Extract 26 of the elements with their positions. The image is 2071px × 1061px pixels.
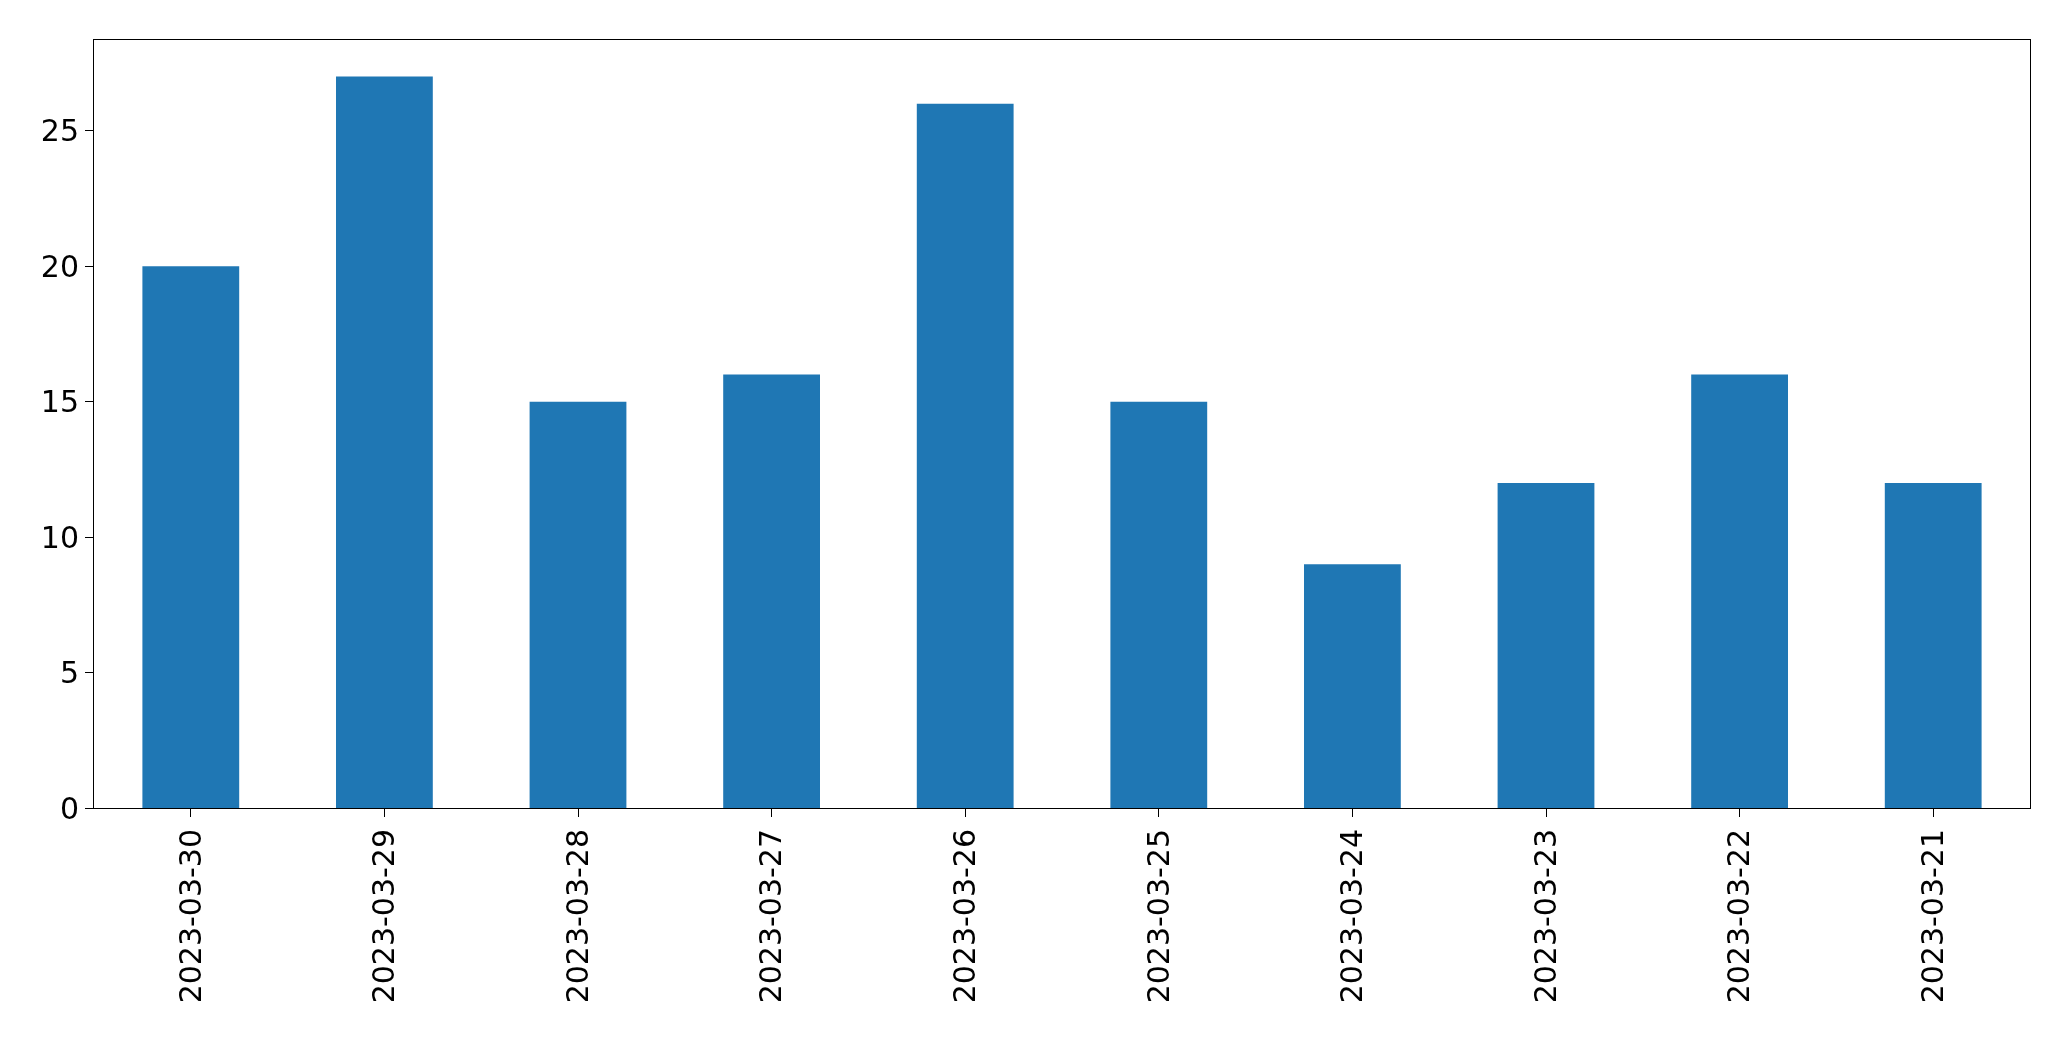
- bar: [142, 266, 240, 808]
- bar: [1497, 482, 1595, 808]
- x-tick-label: 2023-03-22: [1721, 829, 1757, 1004]
- bar: [1884, 482, 1982, 808]
- x-tick-label: 2023-03-24: [1334, 829, 1370, 1004]
- x-tick-label: 2023-03-21: [1914, 829, 1950, 1004]
- x-tick-label: 2023-03-26: [946, 829, 982, 1004]
- x-tick-label: 2023-03-28: [559, 829, 595, 1004]
- y-tick-label: 0: [59, 790, 79, 826]
- y-tick-label: 15: [40, 384, 79, 420]
- y-tick-label: 20: [40, 248, 79, 284]
- bar: [723, 374, 820, 808]
- x-tick-label: 2023-03-29: [366, 829, 402, 1004]
- x-tick-label: 2023-03-25: [1140, 829, 1176, 1004]
- bar: [916, 103, 1014, 808]
- bar: [1110, 401, 1208, 808]
- y-tick-label: 5: [59, 655, 79, 691]
- x-tick-label: 2023-03-30: [172, 829, 208, 1004]
- y-tick-label: 10: [40, 519, 79, 555]
- x-tick-label: 2023-03-23: [1527, 829, 1563, 1004]
- bar: [529, 401, 627, 808]
- bar: [1691, 374, 1788, 808]
- y-tick-label: 25: [40, 113, 79, 149]
- bar: [1304, 564, 1401, 808]
- x-tick-label: 2023-03-27: [753, 829, 789, 1004]
- bar: [336, 76, 433, 808]
